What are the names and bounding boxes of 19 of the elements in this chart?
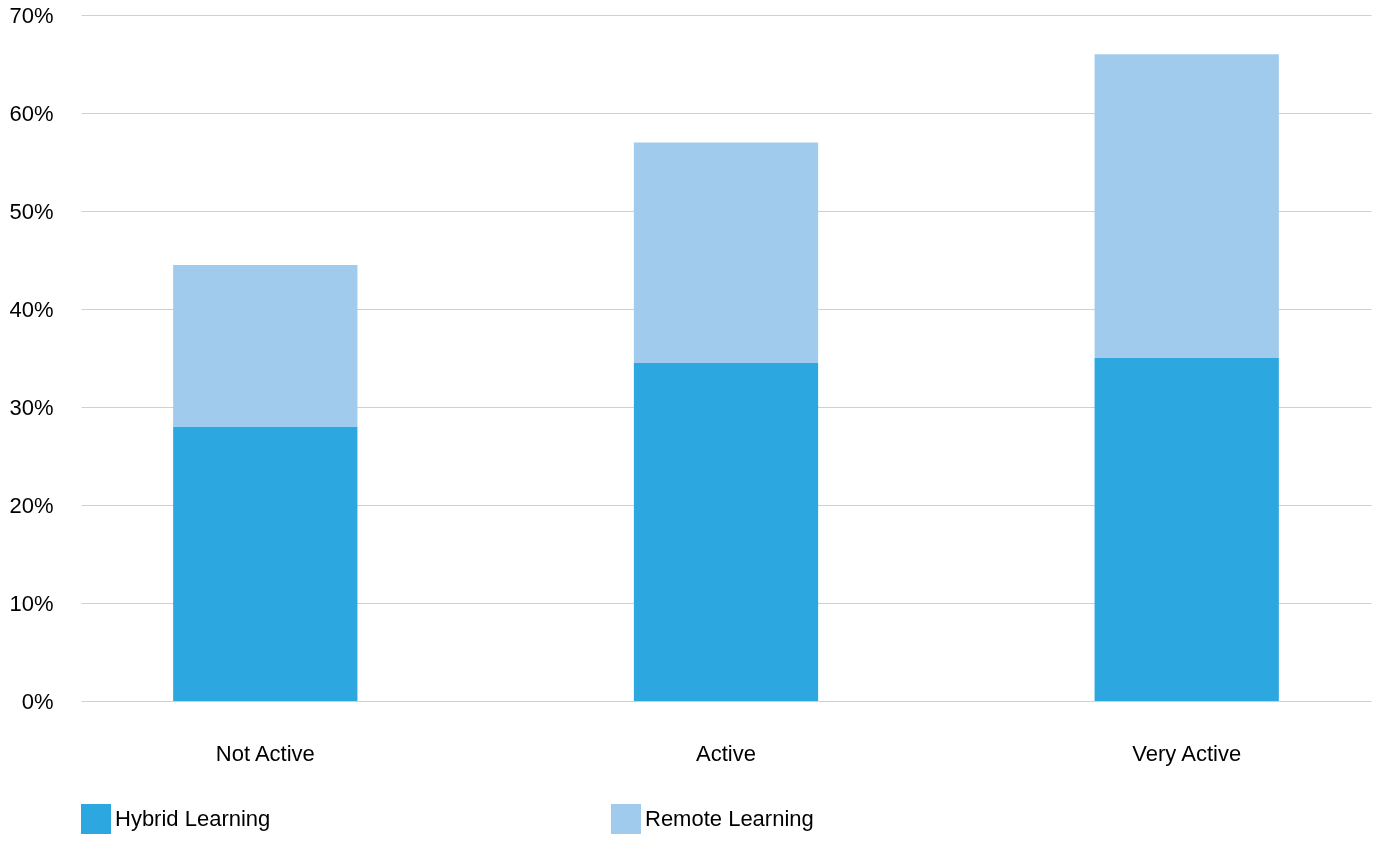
bar [1094, 358, 1279, 701]
bar [633, 362, 819, 701]
y-tick-label: 20% [9, 492, 54, 518]
x-tick-label: Active [696, 740, 756, 766]
bar [1094, 54, 1279, 358]
y-tick-label: 10% [9, 590, 54, 616]
bar [633, 142, 819, 363]
y-tick-label: 40% [9, 296, 54, 322]
y-tick-label: 30% [9, 394, 54, 420]
y-tick-label: 50% [9, 198, 54, 224]
bar [173, 264, 358, 427]
x-tick-label: Not Active [215, 740, 315, 766]
y-tick-label: 0% [21, 688, 54, 714]
y-tick-label: 60% [9, 100, 54, 126]
y-tick-label: 70% [9, 2, 54, 28]
legend-label: Hybrid Learning [115, 806, 271, 831]
legend-label: Remote Learning [645, 806, 814, 831]
bar [173, 426, 358, 701]
x-tick-label: Very Active [1132, 740, 1242, 766]
